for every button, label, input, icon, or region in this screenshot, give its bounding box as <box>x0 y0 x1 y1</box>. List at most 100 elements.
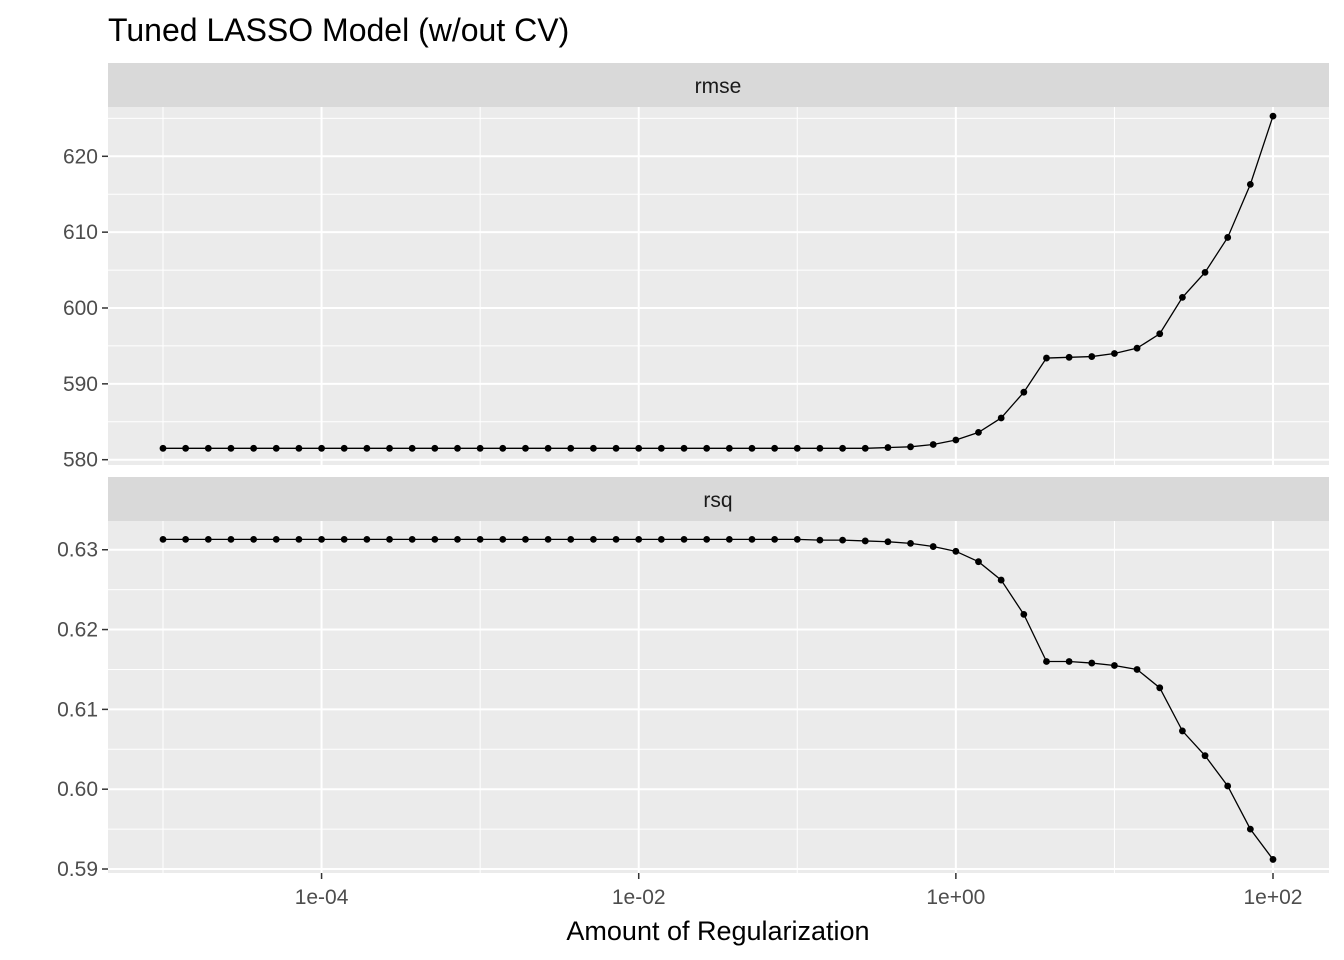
data-point-rmse <box>363 444 371 452</box>
data-point-rmse <box>590 444 597 452</box>
data-point-rsq <box>771 535 779 543</box>
data-point-rsq <box>318 535 325 543</box>
data-point-rsq <box>227 535 235 543</box>
data-point-rsq <box>816 536 824 544</box>
data-point-rsq <box>408 535 416 543</box>
data-point-rsq <box>567 535 575 543</box>
facet-rsq: rsq 0.59 0.60 0.61 0.62 0.63 <box>57 477 1329 881</box>
data-point-rsq <box>204 535 212 543</box>
x-tick-label: 1e+02 <box>1244 886 1303 909</box>
data-point-rmse <box>1201 268 1209 276</box>
y-tick-label: 600 <box>63 297 98 320</box>
data-point-rsq <box>1133 666 1141 673</box>
data-point-rmse <box>476 444 484 452</box>
data-point-rmse <box>1156 330 1164 338</box>
data-point-rmse <box>861 444 869 452</box>
x-tick-label: 1e-04 <box>295 886 349 909</box>
data-point-rsq <box>975 558 982 566</box>
data-point-rsq <box>522 535 529 543</box>
y-tick-label: 0.61 <box>57 698 98 721</box>
data-point-rmse <box>680 444 688 452</box>
series-line-rmse <box>163 115 1274 449</box>
data-point-rsq <box>499 535 507 543</box>
data-point-rmse <box>725 444 733 452</box>
data-point-rsq <box>250 535 258 543</box>
data-point-rsq <box>272 535 280 543</box>
data-point-rsq <box>340 535 348 543</box>
data-point-rsq <box>884 538 892 546</box>
data-point-rsq <box>1156 684 1164 692</box>
data-point-rsq <box>544 535 552 543</box>
data-point-rsq <box>431 535 439 543</box>
data-point-rmse <box>182 444 190 452</box>
panel-rmse <box>108 107 1329 465</box>
data-point-rsq <box>159 535 167 543</box>
data-point-rsq <box>861 537 869 545</box>
x-tick-label: 1e-02 <box>612 886 666 909</box>
data-point-rmse <box>1088 353 1096 360</box>
panel-rmse-y-axis: 580 590 600 610 620 <box>63 145 108 472</box>
data-point-rsq <box>590 535 597 543</box>
y-tick-label: 0.62 <box>57 619 98 642</box>
data-point-rsq <box>907 539 914 547</box>
data-point-rmse <box>703 444 711 452</box>
data-point-rsq <box>793 535 801 543</box>
data-point-rmse <box>318 444 325 452</box>
data-point-rmse <box>884 444 892 451</box>
strip-rsq-background <box>108 477 1329 521</box>
data-point-rmse <box>816 444 824 452</box>
y-tick-label: 0.59 <box>57 858 98 881</box>
data-point-rsq <box>363 535 371 543</box>
data-point-rmse <box>929 441 937 448</box>
data-point-rmse <box>340 444 348 452</box>
x-axis: 1e-04 1e-02 1e+00 1e+02 <box>295 873 1303 909</box>
panel-rsq <box>108 521 1329 873</box>
data-point-rsq <box>997 576 1005 584</box>
data-point-rsq <box>612 535 620 543</box>
data-point-rmse <box>272 444 280 452</box>
data-point-rmse <box>227 444 235 452</box>
data-point-rmse <box>612 444 620 452</box>
data-point-rsq <box>725 535 733 543</box>
data-point-rsq <box>748 535 756 543</box>
data-point-rmse <box>997 414 1005 422</box>
panel-rsq-y-axis: 0.59 0.60 0.61 0.62 0.63 <box>57 539 108 881</box>
x-axis-title: Amount of Regularization <box>566 916 869 946</box>
data-point-rmse <box>1043 354 1050 362</box>
data-point-rmse <box>1065 353 1073 361</box>
panel-rmse-marks <box>159 112 1277 452</box>
data-point-rsq <box>703 535 711 543</box>
strip-rsq-label: rsq <box>703 489 732 512</box>
data-point-rsq <box>1201 752 1209 760</box>
data-point-rsq <box>1020 610 1028 618</box>
series-line-rsq <box>163 538 1274 860</box>
data-point-rsq <box>680 535 688 543</box>
y-tick-label: 0.60 <box>57 778 98 801</box>
strip-rmse-background <box>108 63 1329 107</box>
data-point-rmse <box>1269 112 1277 120</box>
data-point-rmse <box>1133 344 1141 352</box>
y-tick-label: 610 <box>63 221 98 244</box>
data-point-rsq <box>182 535 190 543</box>
facet-rmse: rmse 580 590 600 610 620 <box>63 63 1329 472</box>
data-point-rmse <box>499 444 507 452</box>
data-point-rmse <box>952 436 960 444</box>
data-point-rmse <box>1178 293 1186 301</box>
data-point-rmse <box>204 444 212 452</box>
data-point-rmse <box>522 444 529 452</box>
data-point-rsq <box>454 535 461 543</box>
data-point-rmse <box>748 444 756 452</box>
data-point-rmse <box>1111 350 1118 357</box>
data-point-rmse <box>454 444 461 452</box>
data-point-rmse <box>1224 234 1232 241</box>
data-point-rmse <box>771 444 779 452</box>
data-point-rmse <box>386 444 393 452</box>
strip-rmse-label: rmse <box>695 75 742 98</box>
y-tick-label: 0.63 <box>57 539 98 562</box>
panel-rmse-grid <box>108 107 1329 465</box>
data-point-rmse <box>408 444 416 452</box>
data-point-rsq <box>1043 658 1050 665</box>
data-point-rmse <box>1020 388 1028 396</box>
panel-rsq-grid <box>108 521 1329 873</box>
